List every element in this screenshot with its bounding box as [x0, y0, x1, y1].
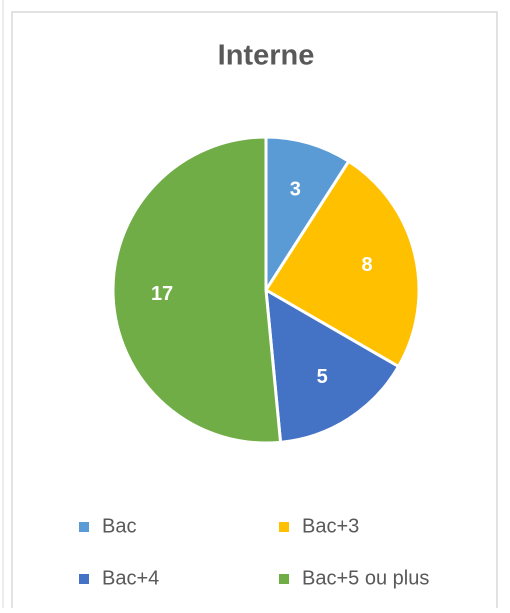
- legend-swatch: [279, 522, 289, 532]
- pie-slice: [264, 135, 351, 296]
- legend-label: Bac: [102, 515, 136, 537]
- legend-label: Bac+4: [102, 567, 159, 589]
- data-label: 5: [317, 366, 328, 388]
- chart-title: Interne: [218, 40, 315, 72]
- pie-slice: [264, 287, 401, 444]
- legend-label: Bac+3: [302, 515, 359, 537]
- data-label: 3: [290, 178, 301, 200]
- legend-swatch: [279, 574, 289, 584]
- pie-slice: [263, 159, 421, 369]
- pie-slice: [111, 135, 283, 445]
- data-label: 8: [362, 254, 373, 276]
- legend-swatch: [79, 574, 89, 584]
- legend-swatch: [79, 522, 89, 532]
- chart-frame: [11, 11, 498, 608]
- legend-label: Bac+5 ou plus: [302, 567, 429, 589]
- data-label: 17: [151, 283, 173, 305]
